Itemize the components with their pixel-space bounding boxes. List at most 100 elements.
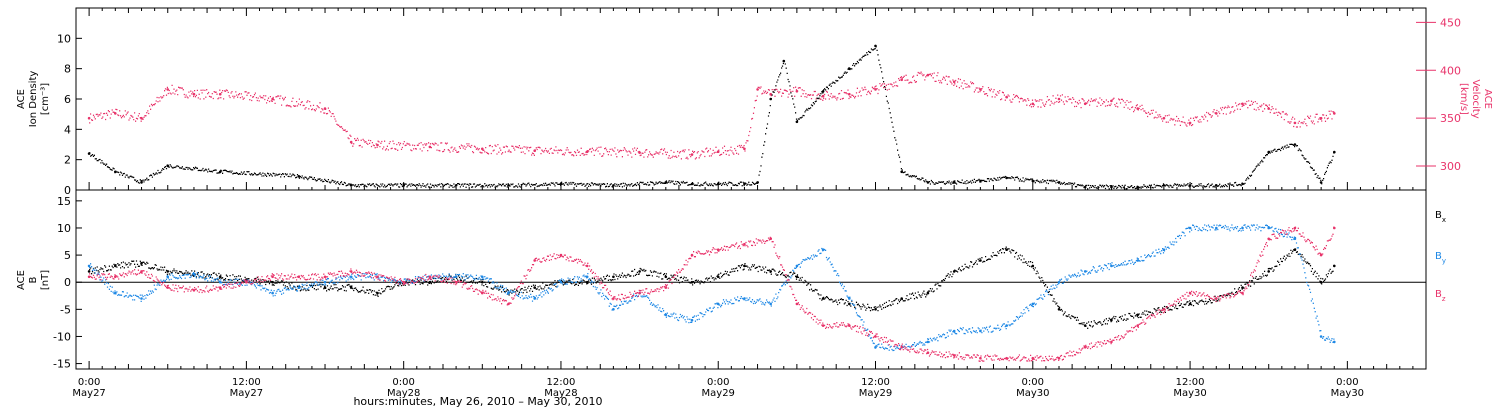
data-point <box>87 275 91 279</box>
top-left-tick-label: 10 <box>57 32 71 45</box>
data-point <box>743 147 746 151</box>
bottom-ylabel-line3: [nT] <box>40 270 51 290</box>
bottom-left-tick-label: -5 <box>60 303 71 316</box>
data-point <box>481 147 484 151</box>
data-point <box>1162 308 1166 311</box>
data-point <box>848 92 851 96</box>
data-point <box>795 275 799 279</box>
data-point <box>376 143 379 147</box>
x-tick-label-time: 12:00 <box>232 377 261 388</box>
top-right-ylabel: ACE Velocity [km/s] <box>1458 79 1493 118</box>
x-tick-label-time: 12:00 <box>1176 377 1205 388</box>
data-point <box>821 94 825 98</box>
data-point <box>481 280 484 284</box>
x-tick-label-date: May30 <box>1016 388 1049 399</box>
legend: Bx By Bz <box>1435 210 1446 303</box>
top-panel: 0 2 4 6 8 10 300 350 400 450 ACE Ion Density [cm… <box>16 7 1493 197</box>
bottom-panel-frame <box>75 189 1427 370</box>
data-point <box>1136 313 1139 317</box>
data-point <box>821 90 825 93</box>
series-000000 <box>87 44 1336 190</box>
data-point <box>140 181 143 184</box>
data-point <box>1188 121 1192 125</box>
legend-item: Bz <box>1435 289 1446 303</box>
top-right-ylabel-line1: ACE <box>1482 89 1493 109</box>
bottom-ylabel: ACE B [nT] <box>16 270 51 290</box>
data-point <box>271 275 274 279</box>
x-tick-label-time: 12:00 <box>547 377 576 388</box>
data-point <box>218 286 222 289</box>
data-point <box>1031 102 1035 106</box>
data-point <box>559 280 563 284</box>
series-000000 <box>87 246 1336 329</box>
top-left-ylabel-line1: ACE <box>16 89 27 109</box>
data-point <box>1267 270 1270 273</box>
series-trace <box>89 224 1335 352</box>
top-left-ylabel-line2: Ion Density <box>28 71 39 128</box>
data-point <box>1241 102 1244 106</box>
series-1e88e5 <box>87 224 1336 352</box>
data-point <box>1215 226 1218 230</box>
data-point <box>900 170 903 174</box>
data-point <box>271 280 274 284</box>
bottom-left-tick-label: -15 <box>53 358 71 371</box>
series-trace <box>89 226 1335 362</box>
series-trace <box>89 71 1335 160</box>
x-tick-label-date: May27 <box>72 388 105 399</box>
x-tick-label-time: 12:00 <box>861 377 890 388</box>
top-left-tick-label: 8 <box>64 63 71 76</box>
data-point <box>690 280 694 284</box>
bottom-left-tick-label: -10 <box>53 330 71 343</box>
bottom-left-tick-label: 10 <box>57 222 71 235</box>
x-tick-label-date: May30 <box>1173 388 1206 399</box>
data-point <box>1057 308 1061 311</box>
x-tick-label-time: 0:00 <box>1022 377 1044 388</box>
top-left-tick-label: 0 <box>64 184 71 197</box>
data-point <box>612 275 615 279</box>
data-point <box>218 92 222 96</box>
data-point <box>1031 264 1035 268</box>
bottom-panel: -15 -10 -5 0 5 10 15 ACE B [nT] Bx By Bz <box>16 189 1446 371</box>
top-left-tick-label: 6 <box>64 93 71 106</box>
top-left-tick-label: 2 <box>64 154 71 167</box>
data-point <box>271 97 274 101</box>
top-right-ylabel-line2: Velocity <box>1470 79 1481 118</box>
data-point <box>874 88 877 91</box>
top-right-tick-label: 350 <box>1440 112 1461 125</box>
data-point <box>638 291 641 295</box>
bottom-left-axis: -15 -10 -5 0 5 10 15 <box>53 195 82 371</box>
x-axis-label: hours:minutes, May 26, 2010 – May 30, 20… <box>353 395 602 408</box>
bottom-left-tick-label: 5 <box>64 249 71 262</box>
top-left-ylabel-line3: [cm⁻³] <box>40 83 51 115</box>
data-point <box>140 297 143 300</box>
x-tick-label-time: 0:00 <box>707 377 729 388</box>
x-tick-label-date: May29 <box>859 388 892 399</box>
x-tick-label-date: May27 <box>230 388 263 399</box>
x-tick-label-date: May28 <box>387 388 420 399</box>
series-e8336a <box>87 226 1336 362</box>
data-point <box>349 140 353 144</box>
bottom-series <box>87 224 1336 362</box>
data-point <box>140 261 143 265</box>
series-trace <box>89 46 1335 190</box>
data-point <box>952 80 956 84</box>
x-tick-label-time: 0:00 <box>1336 377 1358 388</box>
series-trace <box>89 246 1335 329</box>
top-left-ylabel: ACE Ion Density [cm⁻³] <box>16 71 51 128</box>
data-point <box>218 275 222 279</box>
data-point <box>952 354 956 357</box>
top-left-axis: 0 2 4 6 8 10 <box>57 32 82 197</box>
data-point <box>979 356 982 360</box>
bottom-ylabel-line2: B <box>28 276 39 283</box>
data-point <box>192 272 196 276</box>
top-right-ylabel-line3: [km/s] <box>1458 83 1469 115</box>
data-point <box>690 318 694 322</box>
data-point <box>87 270 91 273</box>
data-point <box>1057 97 1061 101</box>
data-point <box>192 92 196 96</box>
data-point <box>1319 181 1323 184</box>
top-right-axis: 300 350 400 450 <box>1416 16 1461 173</box>
data-point <box>664 286 668 289</box>
legend-item: Bx <box>1435 210 1446 224</box>
